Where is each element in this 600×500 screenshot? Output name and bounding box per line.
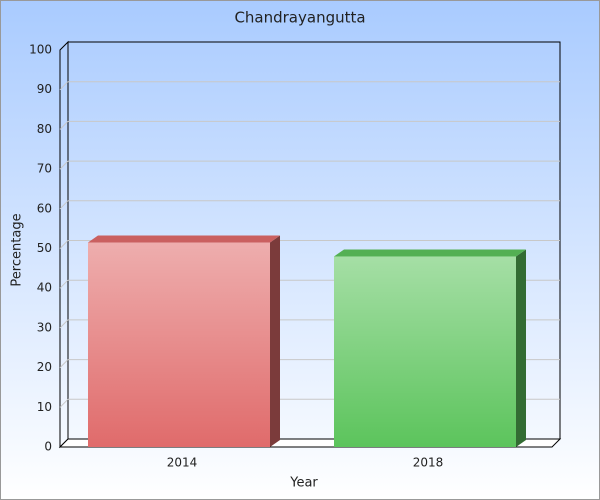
y-tick-label: 80 (37, 122, 52, 136)
y-tick-label: 60 (37, 201, 52, 215)
x-axis-title: Year (289, 476, 318, 491)
y-axis-title: Percentage (10, 213, 25, 286)
grid-line (59, 398, 69, 408)
y-tick-label: 50 (37, 241, 52, 255)
y-tick-label: 70 (37, 162, 52, 176)
bar-top (334, 249, 526, 257)
y-tick-label: 0 (44, 440, 52, 454)
bar-shine (88, 242, 270, 447)
grid-line (59, 359, 69, 368)
chart-title: Chandrayangutta (234, 9, 365, 27)
grid-line (59, 279, 69, 289)
grid-line (59, 121, 69, 130)
grid-line (59, 319, 69, 329)
bar-top (88, 235, 280, 243)
y-tick-label: 90 (37, 82, 52, 96)
x-tick-label: 2014 (167, 456, 198, 470)
bar-shine (334, 256, 516, 447)
grid-line (59, 240, 69, 249)
y-tick-label: 30 (37, 320, 52, 334)
bar-side (516, 249, 526, 447)
grid-line (59, 160, 69, 170)
x-tick-label: 2018 (413, 456, 444, 470)
y-tick-label: 20 (37, 360, 52, 374)
bar-side (270, 235, 280, 447)
grid-line (59, 81, 69, 91)
y-tick-label: 40 (37, 281, 52, 295)
grid-line (59, 200, 69, 210)
y-tick-label: 100 (29, 43, 52, 57)
y-tick-label: 10 (37, 400, 52, 414)
